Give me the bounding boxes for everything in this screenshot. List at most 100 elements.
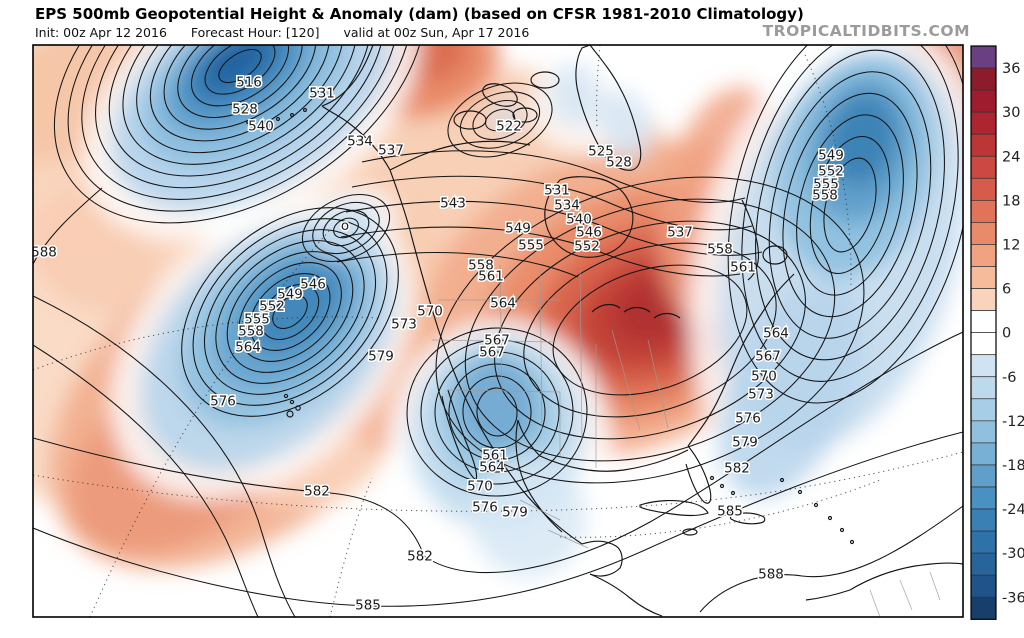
contour-ring — [809, 135, 891, 275]
coastline-newfoundland — [762, 245, 788, 265]
colorbar-tick-label: -24 — [1002, 502, 1024, 518]
colorbar-cell — [970, 200, 997, 223]
contour-label-573: 573 — [391, 317, 417, 333]
contour-label-567: 567 — [484, 333, 510, 349]
contour-ring — [768, 71, 932, 339]
contour-label-558: 558 — [238, 324, 264, 340]
contour-ring — [122, 45, 358, 165]
contour-ring — [447, 82, 553, 158]
contour-ring — [434, 351, 560, 473]
contour-label-555: 555 — [518, 238, 544, 254]
contour-label-579: 579 — [368, 349, 394, 365]
contour-ring — [226, 251, 354, 373]
contour-line-canada — [336, 252, 579, 278]
anomaly-blob-greenland-cold-e — [597, 90, 653, 160]
contour-ring — [435, 176, 865, 484]
coastline-gulf-coast — [517, 419, 689, 472]
contour-label-540: 540 — [566, 212, 592, 228]
valid-time-label: valid at 00z Sun, Apr 17 2016 — [343, 25, 530, 40]
map-border — [32, 44, 964, 618]
contour-label-576: 576 — [210, 394, 236, 410]
mexico-sa-borders — [519, 499, 941, 617]
contour-ring — [192, 218, 388, 406]
coastline-arctic — [389, 140, 531, 171]
contour-label-582: 582 — [724, 461, 750, 477]
coastline-arctic-island — [530, 71, 560, 89]
contour-label-540: 540 — [248, 119, 274, 135]
coastline-hudson-bay — [544, 176, 634, 258]
contour-ring — [177, 45, 303, 119]
contour-label-570: 570 — [417, 304, 443, 320]
coastline-great-lakes — [591, 303, 681, 319]
colorbar-cell — [970, 552, 997, 576]
colorbar-cell — [970, 376, 997, 400]
aleutian-islands — [246, 108, 307, 124]
coastline-florida — [685, 445, 712, 504]
contour-label-525: 525 — [588, 144, 614, 160]
colorbar-cell — [970, 155, 997, 179]
contour-ring — [190, 45, 290, 107]
anomaly-blob-nepac-cold-core — [247, 261, 343, 355]
anomaly-blob-atlantic-cold-south — [718, 281, 866, 499]
anomaly-blob-greenland-cold-w — [549, 63, 601, 127]
colorbar-cell — [970, 89, 997, 113]
contour-label-552: 552 — [818, 164, 844, 180]
contour-line-layer — [33, 45, 963, 617]
hawaii-islands — [283, 393, 301, 418]
colorbar-cell — [970, 177, 997, 201]
contour-ring — [823, 157, 877, 253]
contour-label-573: 573 — [748, 387, 774, 403]
contour-label-522: 522 — [496, 119, 522, 135]
contour-line-canada — [345, 200, 763, 256]
tropicaltidbits-watermark: TROPICALTIDBITS.COM — [762, 22, 970, 40]
contour-label-531: 531 — [544, 183, 570, 199]
colorbar-cell — [970, 332, 997, 356]
contour-label-555: 555 — [244, 312, 270, 328]
contour-ring — [420, 339, 574, 485]
contour-label-534: 534 — [554, 198, 580, 214]
coastline-labrador — [741, 199, 760, 281]
contour-ring — [238, 262, 342, 362]
colorbar-tick-label: 18 — [1002, 193, 1020, 209]
contour-label-588: 588 — [758, 567, 784, 583]
contour-ring — [494, 220, 806, 440]
colorbar-tick-label: -18 — [1002, 458, 1024, 474]
colorbar-tick-label: 24 — [1002, 149, 1020, 165]
graticule-line — [329, 477, 373, 617]
contour-line-canada — [361, 150, 746, 203]
contour-ring — [741, 45, 959, 382]
colorbar-cell — [970, 574, 997, 598]
contour-line-canada — [340, 226, 741, 277]
coastline-arctic-island — [453, 110, 487, 130]
contour-label-570: 570 — [467, 479, 493, 495]
contour-ring — [81, 45, 399, 200]
contour-label-585: 585 — [717, 504, 743, 520]
colorbar-tick-label: 30 — [1002, 105, 1020, 121]
contour-ring — [149, 45, 331, 142]
contour-ring — [67, 45, 413, 212]
contour-ring — [108, 45, 372, 177]
colorbar-cell — [970, 486, 997, 510]
contour-label-543: 543 — [440, 196, 466, 212]
contour-ring — [301, 194, 391, 262]
colorbar-cell — [970, 133, 997, 157]
contour-label-558: 558 — [468, 258, 494, 274]
coastline-venezuela — [805, 589, 851, 601]
contour-ring — [95, 45, 385, 189]
contour-ring — [552, 264, 748, 396]
forecast-meta-line: Init: 00z Apr 12 2016 Forecast Hour: [12… — [35, 25, 549, 40]
page-title: EPS 500mb Geopotential Height & Anomaly … — [35, 5, 804, 23]
contour-ring — [204, 45, 276, 95]
colorbar-tick-label: 0 — [1002, 326, 1011, 342]
contour-line-588 — [699, 505, 963, 613]
colorbar-cell — [970, 464, 997, 488]
colorbar-cell — [970, 244, 997, 267]
coastline-central-america — [589, 573, 663, 617]
init-time-label: Init: 00z Apr 12 2016 — [35, 25, 167, 40]
coastline-arctic-island — [482, 83, 518, 107]
colorbar-tick-label: 6 — [1002, 282, 1011, 298]
contour-label-549: 549 — [505, 221, 531, 237]
contour-label-582: 582 — [407, 549, 433, 565]
